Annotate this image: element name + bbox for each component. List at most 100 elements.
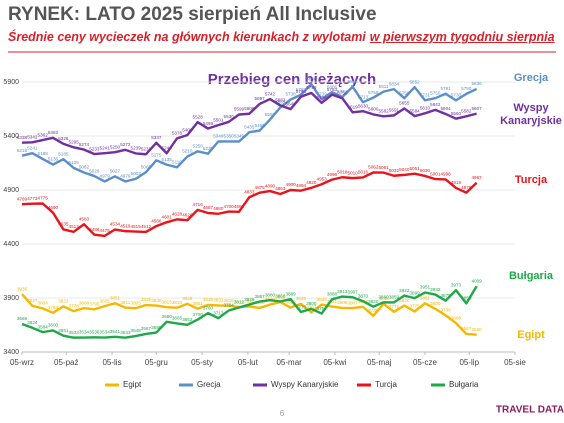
data-label: 5607 (472, 106, 483, 111)
data-label: 5435 (244, 124, 255, 129)
data-label: 5806 (327, 84, 338, 89)
data-label: 3973 (451, 282, 462, 287)
data-label: 3860 (379, 295, 390, 300)
data-label: 5834 (389, 81, 400, 86)
data-label: 4875 (461, 185, 472, 190)
data-label: 5584 (410, 108, 421, 113)
x-tick-label: 05-mar (276, 358, 302, 367)
data-label: 3835 (141, 297, 152, 302)
data-label: 5231 (141, 146, 152, 151)
data-label: 4680 (213, 206, 224, 211)
data-label: 3778 (69, 303, 80, 308)
data-label: 5241 (100, 145, 111, 150)
data-label: 4919 (451, 180, 462, 185)
data-label: 3907 (348, 289, 359, 294)
data-label: 4515 (131, 224, 142, 229)
data-label: 5110 (172, 160, 182, 165)
data-label: 3770 (296, 304, 307, 309)
data-label: 4687 (203, 205, 214, 210)
data-label: 5665 (275, 100, 286, 105)
data-label: 5350 (224, 134, 235, 139)
data-label: 3889 (286, 291, 297, 296)
data-label: 5630 (358, 103, 369, 108)
data-label: 3830 (151, 298, 162, 303)
data-label: 5582 (379, 109, 390, 114)
data-label: 3700 (193, 312, 204, 317)
data-label: 5408 (182, 127, 193, 132)
data-label: 5501 (213, 117, 224, 122)
data-label: 5730 (451, 93, 462, 98)
data-label: 3536 (89, 330, 100, 335)
data-label: 3567 (461, 326, 472, 331)
data-label: 5599 (234, 107, 245, 112)
data-label: 3551 (58, 328, 69, 333)
data-label: 5383 (48, 130, 59, 135)
data-label: 4863 (275, 186, 286, 191)
data-label: 3739 (441, 308, 452, 313)
series-label: Bułgaria (508, 270, 553, 282)
data-label: 5062 (79, 165, 90, 170)
legend-label: Egipt (123, 380, 142, 389)
data-label: 5258 (193, 144, 204, 149)
data-label: 3713 (213, 310, 224, 315)
data-label: 3756 (317, 306, 328, 311)
data-label: 3875 (441, 293, 452, 298)
data-label: 5764 (296, 89, 307, 94)
data-label: 3825 (100, 298, 111, 303)
data-label: 3804 (38, 301, 49, 306)
data-label: 3867 (255, 294, 266, 299)
y-tick-label: 4900 (3, 187, 19, 194)
data-label: 3870 (358, 293, 369, 298)
x-tick-label: 05-wrz (10, 358, 34, 367)
data-label: 5642 (430, 102, 441, 107)
data-label: 5706 (317, 95, 328, 100)
x-tick-label: 05-sie (504, 358, 526, 367)
data-label: 5239 (131, 146, 142, 151)
y-tick-label: 5900 (3, 79, 19, 86)
data-label: 5272 (120, 142, 131, 147)
data-label: 5782 (296, 87, 307, 92)
data-label: 3772 (389, 304, 400, 309)
data-label: 5016 (358, 170, 369, 175)
data-label: 3899 (410, 290, 421, 295)
data-label: 5790 (461, 86, 472, 91)
data-label: 3665 (172, 316, 183, 321)
data-label: 4996 (327, 172, 338, 177)
data-label: 3846 (182, 296, 193, 301)
data-label: 5619 (348, 105, 359, 110)
series-label: Grecja (513, 72, 549, 84)
data-label: 3652 (182, 317, 193, 322)
data-label: 3805 (131, 300, 142, 305)
data-label: 5236 (203, 146, 214, 151)
data-label: 3880 (265, 292, 276, 297)
data-label: 3548 (131, 328, 142, 333)
data-label: 3812 (286, 300, 297, 305)
data-label: 3827 (27, 298, 38, 303)
data-label: 5188 (38, 151, 49, 156)
legend-label: Wyspy Kanaryjskie (271, 380, 339, 389)
data-label: 4700 (224, 204, 235, 209)
data-label: 3839 (244, 297, 255, 302)
data-label: 4894 (296, 183, 307, 188)
series-label: Egipt (517, 329, 545, 341)
legend-label: Grecja (197, 380, 221, 389)
data-label: 3600 (48, 323, 59, 328)
data-label: 5649 (286, 101, 297, 106)
data-label: 3808 (337, 300, 348, 305)
data-label: 3859 (389, 295, 400, 300)
data-label: 3821 (327, 299, 338, 304)
data-label: 5210 (182, 149, 193, 154)
data-label: 4979 (100, 174, 111, 179)
data-label: 3760 (203, 305, 214, 310)
subtitle: Średnie ceny wycieczek na głównych kieru… (8, 30, 555, 44)
data-label: 3767 (306, 305, 317, 310)
data-label: 5852 (410, 79, 421, 84)
data-label: 5811 (379, 84, 389, 89)
x-tick-label: 05-lip (459, 358, 479, 367)
data-label: 4486 (89, 227, 100, 232)
data-label: 3823 (58, 299, 69, 304)
data-label: 5175 (151, 153, 162, 158)
data-label: 4890 (265, 183, 276, 188)
data-label: 5600 (368, 107, 379, 112)
